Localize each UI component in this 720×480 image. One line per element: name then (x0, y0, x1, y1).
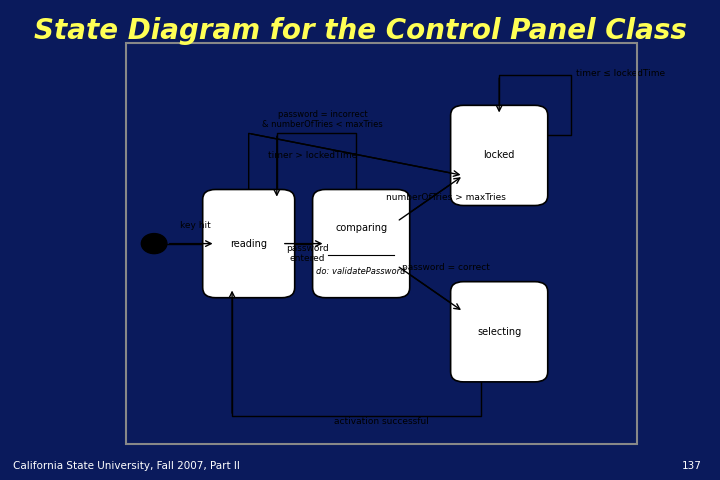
Text: State Diagram for the Control Panel Class: State Diagram for the Control Panel Clas… (34, 17, 686, 45)
Text: timer > lockedTime: timer > lockedTime (268, 151, 357, 160)
Text: locked: locked (484, 150, 515, 160)
Text: key hit: key hit (179, 221, 210, 230)
FancyBboxPatch shape (203, 190, 294, 298)
FancyBboxPatch shape (451, 105, 548, 205)
FancyBboxPatch shape (451, 282, 548, 382)
Circle shape (141, 234, 167, 253)
Text: do: validatePassword: do: validatePassword (316, 267, 406, 276)
Text: 137: 137 (682, 461, 702, 471)
Text: timer ≤ lockedTime: timer ≤ lockedTime (576, 69, 665, 78)
Text: comparing: comparing (335, 223, 387, 233)
Text: reading: reading (230, 239, 267, 249)
Text: password
entered: password entered (286, 244, 329, 264)
Text: numberOfTries > maxTries: numberOfTries > maxTries (386, 193, 505, 202)
Text: California State University, Fall 2007, Part II: California State University, Fall 2007, … (13, 461, 240, 471)
Text: selecting: selecting (477, 327, 521, 337)
Text: password = correct: password = correct (402, 263, 490, 272)
Text: activation successful: activation successful (334, 418, 429, 426)
Text: password = incorrect
& numberOfTries < maxTries: password = incorrect & numberOfTries < m… (262, 109, 383, 129)
FancyBboxPatch shape (312, 190, 410, 298)
